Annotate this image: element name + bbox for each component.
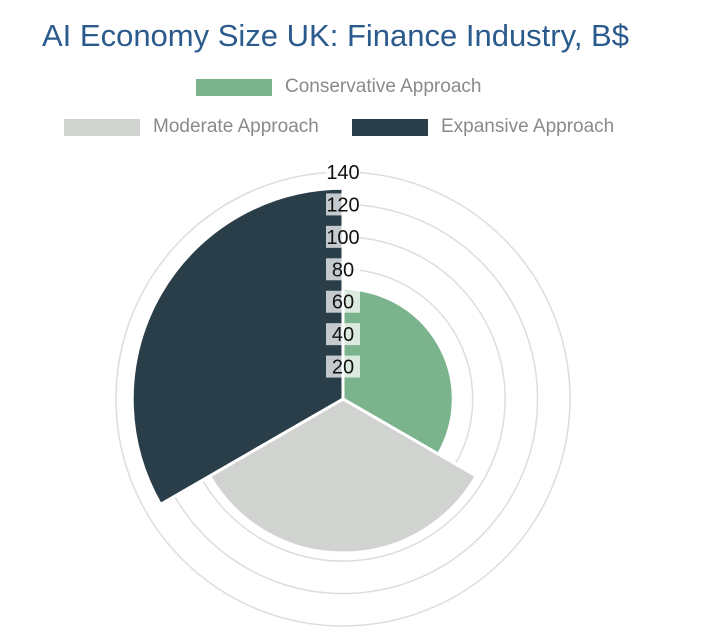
chart-title: AI Economy Size UK: Finance Industry, B$ bbox=[42, 18, 629, 53]
tick-label-120: 120 bbox=[326, 194, 359, 216]
tick-label-20: 20 bbox=[332, 357, 354, 379]
tick-backdrop-120 bbox=[326, 193, 360, 216]
tick-label-140: 140 bbox=[326, 162, 359, 184]
legend-swatch-moderate bbox=[64, 118, 140, 136]
sector-conservative bbox=[341, 287, 455, 457]
legend-swatch-expansive bbox=[352, 118, 428, 136]
legend-swatch-conservative bbox=[196, 78, 272, 96]
tick-backdrop-60 bbox=[326, 290, 360, 313]
tick-backdrop-20 bbox=[326, 355, 360, 378]
tick-backdrop-100 bbox=[326, 225, 360, 248]
sector-expansive bbox=[130, 186, 345, 507]
tick-backdrop-40 bbox=[326, 323, 360, 346]
legend-label-moderate: Moderate Approach bbox=[153, 116, 319, 137]
legend-item-expansive[interactable]: Expansive Approach bbox=[352, 116, 614, 138]
tick-label-40: 40 bbox=[332, 324, 354, 346]
legend-label-conservative: Conservative Approach bbox=[285, 76, 482, 97]
tick-label-60: 60 bbox=[332, 292, 354, 314]
tick-backdrop-80 bbox=[326, 258, 360, 281]
tick-label-100: 100 bbox=[326, 227, 359, 249]
legend-label-expansive: Expansive Approach bbox=[441, 116, 615, 137]
legend-item-conservative[interactable]: Conservative Approach bbox=[196, 76, 481, 98]
tick-label-80: 80 bbox=[332, 259, 354, 281]
legend-item-moderate[interactable]: Moderate Approach bbox=[64, 116, 319, 138]
tick-backdrop-140 bbox=[326, 161, 360, 183]
